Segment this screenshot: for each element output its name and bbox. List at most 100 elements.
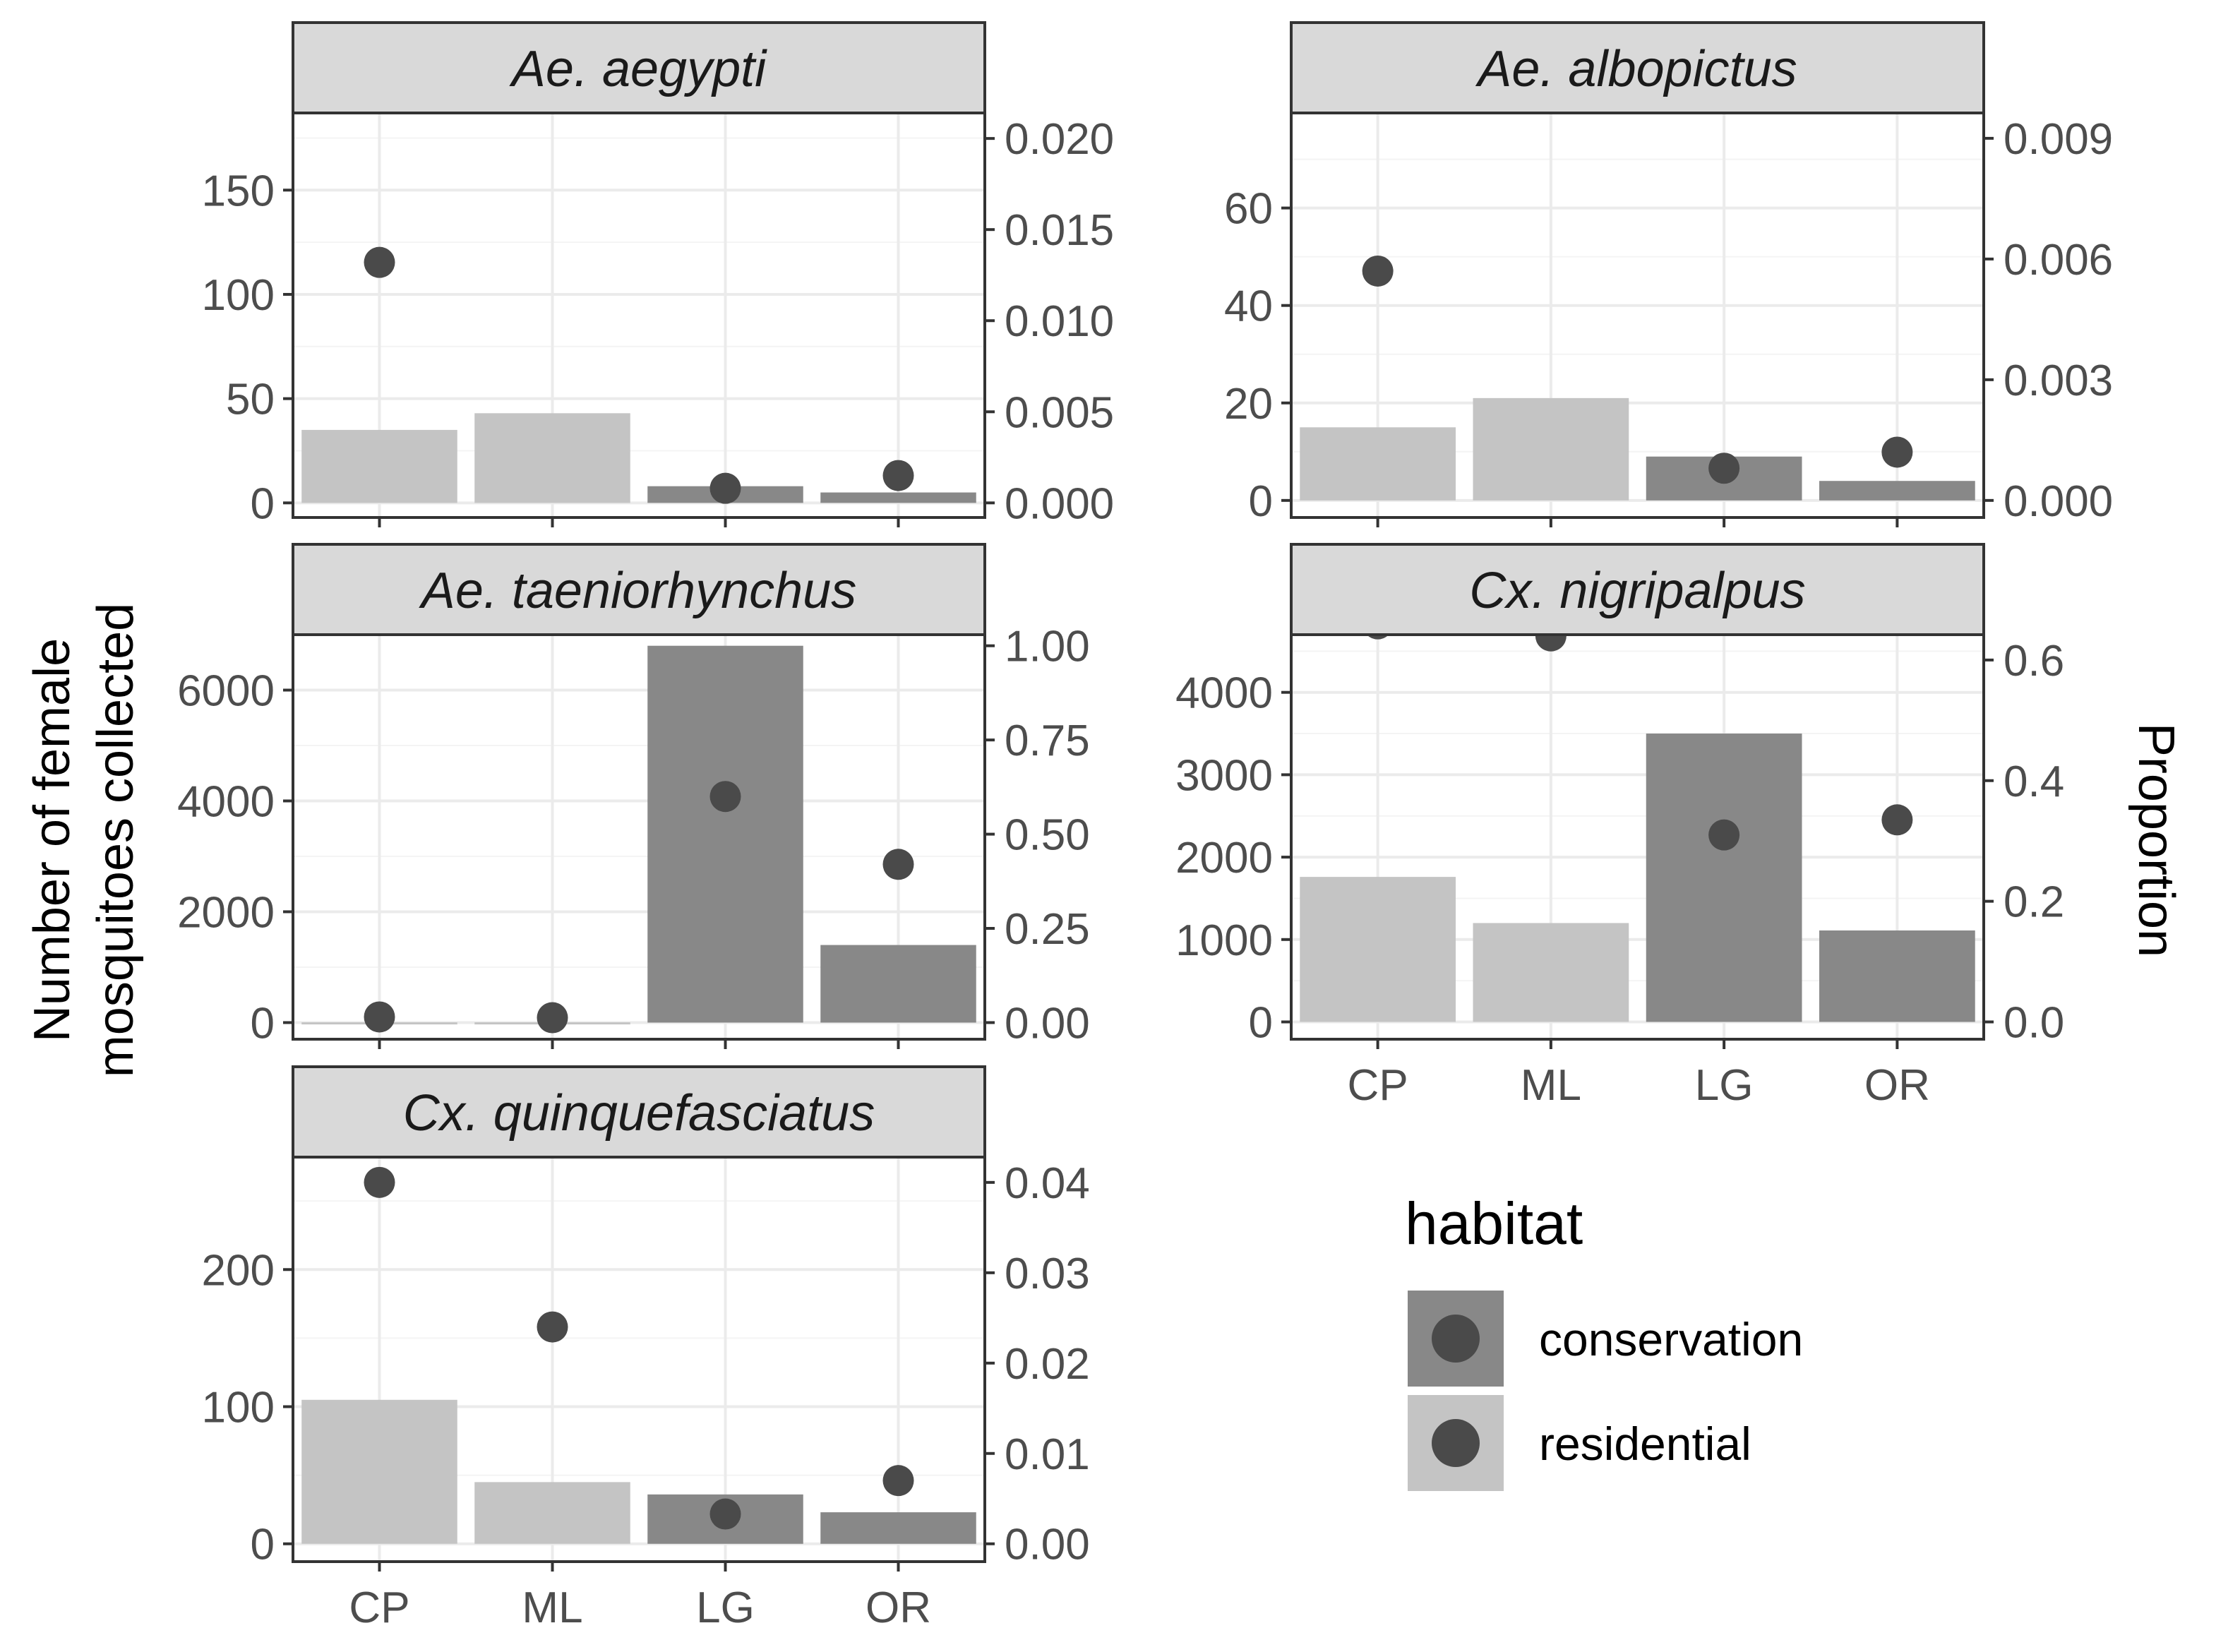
facet-strip	[292, 21, 986, 114]
y-tick-label: 2000	[1175, 834, 1273, 882]
y-axis-title-line-2: mosquitoes collected	[88, 603, 144, 1077]
facet-1: Ae. albopictus 0 20 40 60 0.000 0.003 0.006 0.00…	[1224, 21, 2113, 527]
legend-key-residential-point	[1432, 1419, 1480, 1467]
x-tick-label: CP	[349, 1584, 409, 1632]
point-OR	[1881, 804, 1913, 836]
bar-OR	[820, 492, 976, 503]
point-LG	[1708, 819, 1740, 851]
point-OR	[882, 849, 914, 880]
y2-tick-label: 0.25	[1005, 905, 1090, 954]
legend-key-conservation-point	[1432, 1315, 1480, 1363]
facets-layer: Ae. aegypti0501001500.0000.0050.0100.015…	[177, 21, 2113, 1632]
y2-tick-label: 0.000	[2004, 477, 2113, 526]
y2-tick-label: 0.020	[1005, 115, 1114, 164]
bar-ML	[474, 413, 630, 503]
point-ML	[537, 1002, 568, 1034]
point-LG	[709, 781, 741, 813]
facet-4: Cx. quinquefasciatus 0 100 200 0.00 0.01 0.02 0…	[202, 1065, 1090, 1632]
y2-tick-label: 0.000	[1005, 479, 1114, 528]
facet-3: Cx. nigripalpus 0 1000 2000 3000 4000 0.0 0.2 0.…	[1175, 543, 2064, 1110]
point-LG	[709, 472, 741, 504]
bar-OR	[1819, 481, 1975, 501]
y-tick-label: 4000	[177, 777, 275, 826]
y-tick-label: 0	[1249, 477, 1273, 526]
facet-title: Cx. quinquefasciatus	[403, 1085, 875, 1142]
y2-tick-label: 0.50	[1005, 811, 1090, 860]
y-tick-label: 1000	[1175, 916, 1273, 965]
bar-CP	[1300, 877, 1456, 1022]
x-tick-label: CP	[1348, 1061, 1408, 1110]
x-tick-label: LG	[1695, 1061, 1754, 1110]
y2-tick-label: 0.00	[1005, 999, 1090, 1048]
y2-tick-label: 0.003	[2004, 357, 2113, 405]
y-tick-label: 0	[251, 479, 275, 528]
y2-tick-label: 0.006	[2004, 236, 2113, 285]
y-tick-label: 0	[1249, 998, 1273, 1047]
y-tick-label: 40	[1224, 282, 1273, 331]
facet-2: Ae. taeniorhynchus 0 2000 4000 6000 0.00 0.25 0…	[177, 543, 1090, 1049]
y2-tick-label: 0.009	[2004, 115, 2113, 164]
bar-CP	[301, 429, 457, 503]
y2-axis-title: Proportion	[2128, 723, 2184, 957]
point-CP	[364, 1166, 395, 1198]
point-CP	[1362, 255, 1394, 287]
y2-tick-label: 0.005	[1005, 388, 1114, 437]
legend: habitat conservation residential	[1405, 1190, 1803, 1491]
bar-OR	[820, 945, 976, 1023]
facet-strip	[1290, 543, 1985, 636]
bar-OR	[1819, 930, 1975, 1022]
y2-tick-label: 0.015	[1005, 206, 1114, 255]
y-tick-label: 4000	[1175, 669, 1273, 718]
point-OR	[882, 1465, 914, 1497]
bar-ML	[1473, 923, 1629, 1022]
bar-LG	[647, 645, 803, 1023]
y-tick-label: 200	[202, 1246, 275, 1295]
point-OR	[1881, 436, 1913, 468]
facet-title: Ae. taeniorhynchus	[419, 563, 856, 619]
bar-CP	[301, 1399, 457, 1544]
x-tick-label: ML	[1521, 1061, 1581, 1110]
y-tick-label: 50	[226, 376, 275, 424]
bar-CP	[1300, 427, 1456, 501]
y-tick-label: 3000	[1175, 751, 1273, 800]
bar-LG	[1646, 734, 1802, 1022]
x-tick-label: OR	[866, 1584, 931, 1632]
bar-ML	[1473, 397, 1629, 501]
y-tick-label: 20	[1224, 380, 1273, 429]
bar-ML	[474, 1482, 630, 1544]
y-tick-label: 60	[1224, 185, 1273, 234]
facet-strip	[292, 543, 986, 636]
point-CP	[364, 246, 395, 278]
point-OR	[882, 460, 914, 491]
x-tick-label: OR	[1864, 1061, 1930, 1110]
y2-tick-label: 0.01	[1005, 1430, 1090, 1479]
y2-tick-label: 0.04	[1005, 1159, 1090, 1208]
y2-tick-label: 0.0	[2004, 998, 2064, 1047]
facet-title: Ae. aegypti	[509, 41, 767, 97]
y-tick-label: 2000	[177, 888, 275, 937]
legend-label-conservation: conservation	[1539, 1313, 1803, 1365]
facet-strip	[1290, 21, 1985, 114]
y2-tick-label: 0.4	[2004, 758, 2064, 806]
legend-label-residential: residential	[1539, 1418, 1751, 1470]
y2-tick-label: 0.02	[1005, 1340, 1090, 1389]
y-tick-label: 0	[251, 999, 275, 1048]
y-axis-title-line-1: Number of female	[24, 638, 80, 1042]
y2-tick-label: 0.2	[2004, 878, 2064, 927]
facet-0: Ae. aegypti 0 50 100 150 0.000 0.005 0.010 0.015…	[202, 21, 1114, 528]
point-CP	[364, 1001, 395, 1033]
facet-strip	[292, 1065, 986, 1159]
facet-title: Cx. nigripalpus	[1469, 563, 1805, 619]
y2-tick-label: 0.010	[1005, 297, 1114, 346]
y2-tick-label: 0.6	[2004, 637, 2064, 686]
point-LG	[1708, 453, 1740, 484]
point-LG	[709, 1498, 741, 1530]
bar-OR	[820, 1512, 976, 1544]
x-tick-label: LG	[696, 1584, 755, 1632]
facet-title: Ae. albopictus	[1475, 41, 1797, 97]
y-tick-label: 6000	[177, 666, 275, 715]
y2-tick-label: 0.03	[1005, 1250, 1090, 1298]
y2-tick-label: 0.75	[1005, 717, 1090, 765]
